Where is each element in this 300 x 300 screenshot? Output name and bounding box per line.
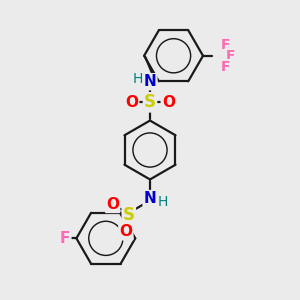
Text: H: H — [132, 72, 143, 86]
Text: O: O — [125, 95, 138, 110]
Text: S: S — [123, 206, 135, 224]
Text: S: S — [144, 93, 156, 111]
Text: F: F — [60, 231, 70, 246]
Text: F: F — [220, 38, 230, 52]
Text: O: O — [119, 224, 132, 239]
Text: O: O — [162, 95, 175, 110]
Text: N: N — [144, 191, 156, 206]
Text: F: F — [220, 60, 230, 74]
Text: O: O — [106, 197, 119, 212]
Text: F: F — [226, 49, 235, 63]
Text: H: H — [157, 194, 168, 208]
Text: N: N — [144, 74, 156, 89]
